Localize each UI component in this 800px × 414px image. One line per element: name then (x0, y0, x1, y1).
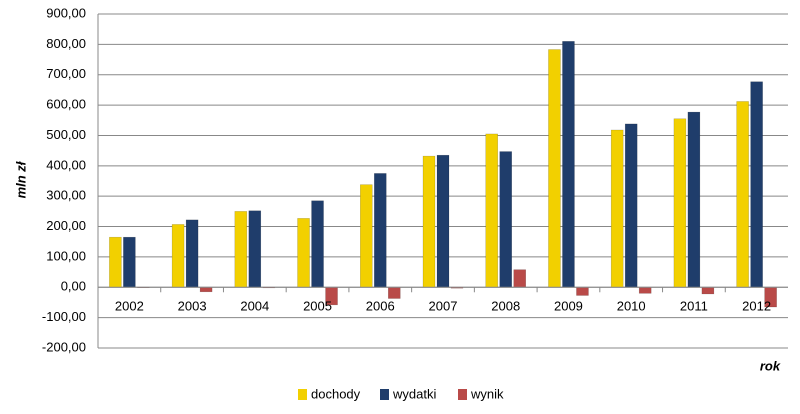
bar (123, 236, 136, 288)
legend-swatch (298, 389, 307, 400)
y-tick-label: 700,00 (46, 66, 86, 81)
x-tick-label: 2002 (115, 299, 144, 314)
x-tick-label: 2010 (617, 299, 646, 314)
legend-swatch (380, 389, 389, 400)
bar (185, 219, 199, 288)
y-tick-label: 800,00 (46, 36, 86, 51)
y-tick-label: 100,00 (46, 248, 86, 263)
legend-swatch (458, 389, 467, 400)
x-tick-label: 2009 (554, 299, 583, 314)
y-tick-label: -100,00 (42, 309, 86, 324)
bar (548, 49, 561, 288)
bar (248, 210, 262, 288)
bar (109, 236, 122, 288)
bar (736, 101, 749, 288)
bar (422, 155, 436, 288)
bar (576, 287, 589, 296)
x-tick-label: 2006 (366, 299, 395, 314)
x-tick-label: 2004 (240, 299, 269, 314)
bar (562, 41, 575, 288)
bar (297, 218, 310, 288)
y-tick-label: 200,00 (46, 218, 86, 233)
legend-label: wydatki (392, 386, 436, 401)
bar (701, 287, 715, 295)
bar (171, 224, 185, 288)
y-tick-label: 400,00 (46, 157, 86, 172)
bar (638, 287, 652, 294)
bar (199, 287, 213, 293)
x-tick-label: 2011 (680, 299, 708, 314)
x-axis-title: rok (760, 358, 781, 373)
bar (436, 154, 450, 288)
y-tick-label: 300,00 (46, 188, 86, 203)
bar (374, 173, 387, 288)
x-tick-label: 2012 (742, 299, 771, 314)
y-tick-label: 0,00 (61, 279, 86, 294)
y-tick-label: 500,00 (46, 127, 86, 142)
bar (750, 81, 763, 288)
legend-label: wynik (470, 386, 504, 401)
bar (687, 111, 701, 288)
bar (624, 123, 638, 288)
y-tick-label: 900,00 (46, 5, 86, 20)
bar (610, 129, 624, 288)
bar (499, 151, 512, 288)
y-tick-label: 600,00 (46, 97, 86, 112)
x-tick-label: 2003 (178, 299, 207, 314)
bar (485, 133, 498, 288)
y-axis-title: mln zł (13, 160, 28, 198)
x-tick-label: 2007 (429, 299, 458, 314)
legend-label: dochody (311, 386, 361, 401)
bar (234, 211, 248, 288)
y-tick-label: -200,00 (42, 339, 86, 354)
bar (673, 118, 687, 288)
bar (360, 184, 373, 288)
bar (388, 287, 401, 299)
x-tick-label: 2008 (491, 299, 520, 314)
bar (311, 200, 324, 288)
x-tick-label: 2005 (303, 299, 332, 314)
bar (513, 269, 526, 288)
